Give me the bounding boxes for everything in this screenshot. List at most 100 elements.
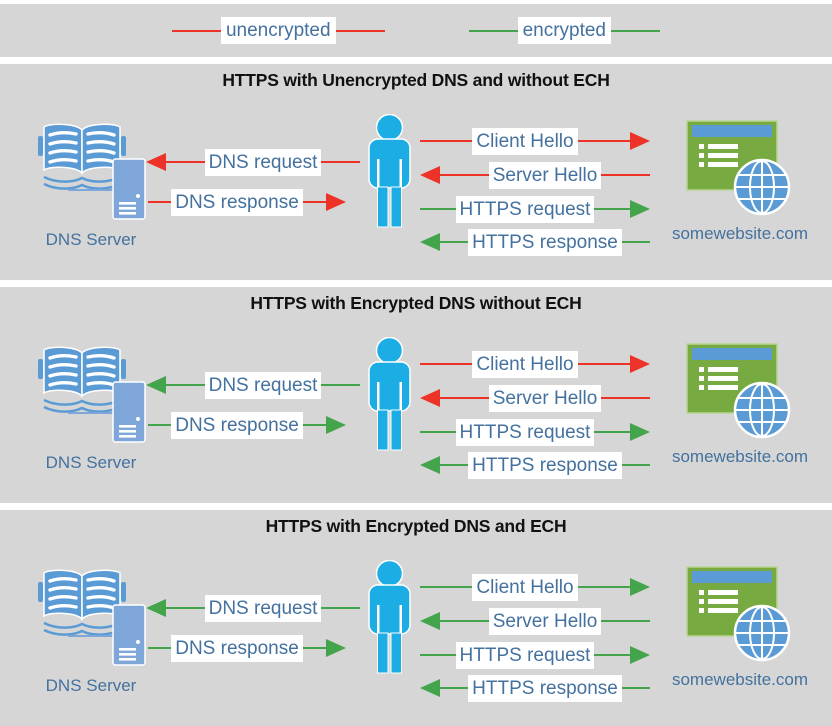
arrow-line	[420, 586, 473, 588]
arrowhead-left-icon	[146, 599, 166, 617]
user-icon	[361, 113, 418, 233]
arrow-line	[321, 161, 360, 163]
book-server-connector	[68, 412, 116, 414]
arrowhead-right-icon	[630, 578, 650, 596]
arrow-dns-response: DNS response	[148, 188, 346, 216]
arrow-line	[420, 140, 473, 142]
arrow-label: Server Hello	[488, 384, 602, 412]
arrow-line	[601, 397, 651, 399]
arrow-line	[302, 647, 326, 649]
arrow-label: DNS request	[204, 371, 322, 399]
arrow-label: Client Hello	[472, 350, 578, 378]
arrow-server-hello: Server Hello	[420, 607, 651, 635]
dns-server-label: DNS Server	[45, 676, 137, 695]
arrowhead-right-icon	[630, 132, 650, 150]
open-book-icon	[36, 566, 128, 649]
arrow-client-hello: Client Hello	[420, 127, 650, 155]
arrow-label: HTTPS request	[455, 195, 595, 223]
panel-title: HTTPS with Encrypted DNS without ECH	[250, 293, 582, 313]
arrowhead-right-icon	[630, 646, 650, 664]
book-server-connector	[68, 189, 116, 191]
arrow-line	[577, 363, 630, 365]
dns-server-label: DNS Server	[45, 230, 137, 249]
legend-item-encrypted: encrypted	[468, 17, 661, 44]
arrow-line	[302, 201, 326, 203]
open-book-icon	[36, 343, 128, 426]
book-server-connector	[68, 635, 116, 637]
arrowhead-left-icon	[420, 233, 440, 251]
arrow-line	[621, 464, 651, 466]
arrow-label: HTTPS response	[468, 228, 622, 256]
arrow-label: Client Hello	[472, 127, 578, 155]
arrow-line	[577, 586, 630, 588]
arrow-label: Client Hello	[472, 573, 578, 601]
arrow-line	[420, 363, 473, 365]
website-icon	[686, 343, 791, 444]
arrowhead-right-icon	[326, 416, 346, 434]
arrow-line	[594, 208, 630, 210]
arrow-https-response: HTTPS response	[420, 228, 651, 256]
open-book-icon	[36, 120, 128, 203]
dns-server-tower-icon	[112, 381, 146, 448]
website-label: somewebsite.com	[671, 670, 809, 689]
arrow-dns-response: DNS response	[148, 411, 346, 439]
legend-label-unencrypted: unencrypted	[220, 17, 336, 44]
arrowhead-right-icon	[630, 200, 650, 218]
arrow-line	[321, 384, 360, 386]
arrow-client-hello: Client Hello	[420, 573, 650, 601]
arrow-https-request: HTTPS request	[420, 641, 650, 669]
arrowhead-right-icon	[326, 639, 346, 657]
arrowhead-left-icon	[146, 153, 166, 171]
arrow-line	[440, 174, 489, 176]
unencrypted-line-icon	[171, 29, 221, 32]
arrow-label: HTTPS request	[455, 641, 595, 669]
arrow-server-hello: Server Hello	[420, 384, 651, 412]
arrow-line	[601, 174, 651, 176]
arrowhead-left-icon	[420, 389, 440, 407]
arrowhead-right-icon	[630, 423, 650, 441]
arrow-https-request: HTTPS request	[420, 418, 650, 446]
arrow-label: Server Hello	[488, 161, 602, 189]
arrow-line	[321, 607, 360, 609]
legend-label-encrypted: encrypted	[517, 17, 612, 44]
dns-server-label: DNS Server	[45, 453, 137, 472]
arrow-label: DNS response	[171, 188, 303, 216]
arrow-https-response: HTTPS response	[420, 674, 651, 702]
arrow-https-request: HTTPS request	[420, 195, 650, 223]
user-icon	[361, 559, 418, 679]
arrow-line	[148, 647, 172, 649]
website-label: somewebsite.com	[671, 447, 809, 466]
arrowhead-left-icon	[420, 166, 440, 184]
arrowhead-right-icon	[630, 355, 650, 373]
arrow-label: DNS request	[204, 148, 322, 176]
website-icon	[686, 566, 791, 667]
arrow-label: Server Hello	[488, 607, 602, 635]
arrowhead-right-icon	[326, 193, 346, 211]
dns-server-tower-icon	[112, 158, 146, 225]
arrow-label: DNS request	[204, 594, 322, 622]
arrowhead-left-icon	[420, 679, 440, 697]
website-label: somewebsite.com	[671, 224, 809, 243]
arrow-line	[420, 431, 456, 433]
encrypted-line-icon	[468, 29, 518, 32]
panel-unencrypted-dns-no-ech: HTTPS with Unencrypted DNS and without E…	[0, 64, 832, 280]
arrow-line	[166, 161, 205, 163]
arrow-line	[302, 424, 326, 426]
arrow-line	[601, 620, 651, 622]
arrow-dns-request: DNS request	[146, 371, 360, 399]
arrow-line	[621, 241, 651, 243]
unencrypted-line-icon	[335, 29, 385, 32]
arrow-line	[420, 208, 456, 210]
legend-item-unencrypted: unencrypted	[171, 17, 385, 44]
arrow-label: HTTPS request	[455, 418, 595, 446]
arrow-label: DNS response	[171, 411, 303, 439]
arrow-line	[440, 397, 489, 399]
arrow-dns-request: DNS request	[146, 148, 360, 176]
arrow-label: DNS response	[171, 634, 303, 662]
arrowhead-left-icon	[146, 376, 166, 394]
arrow-line	[148, 201, 172, 203]
arrow-line	[440, 620, 489, 622]
arrow-line	[148, 424, 172, 426]
website-icon	[686, 120, 791, 221]
arrow-label: HTTPS response	[468, 451, 622, 479]
